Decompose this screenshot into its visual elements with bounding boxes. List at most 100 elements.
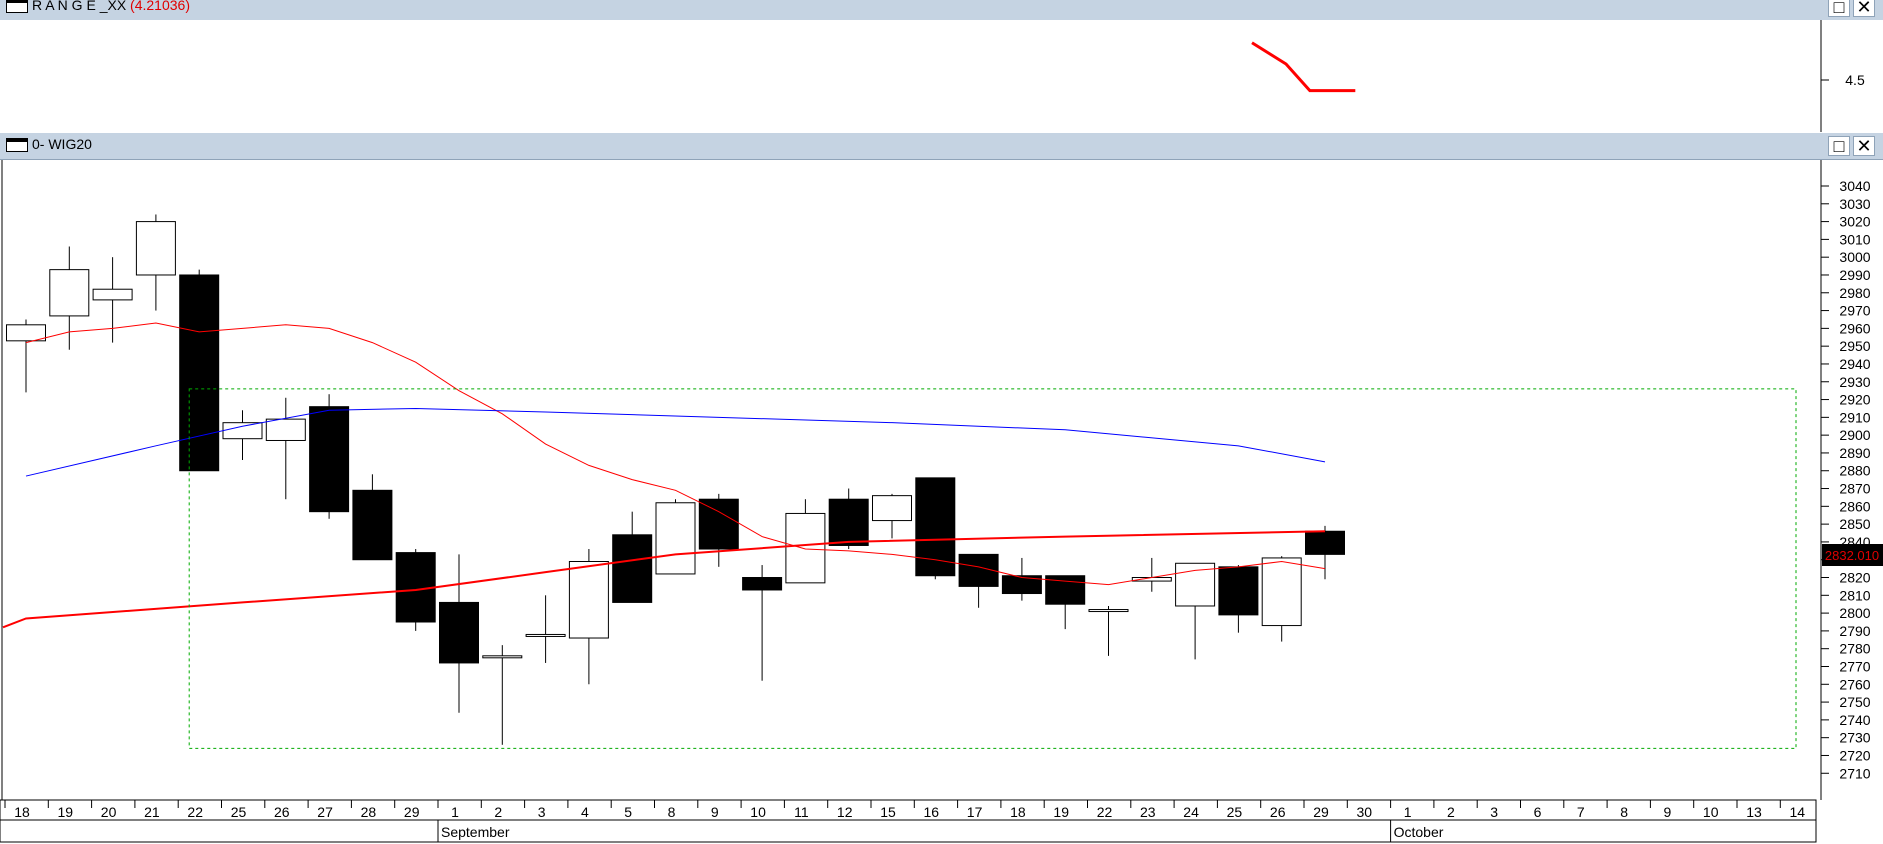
x-tick-label: 8 — [668, 804, 676, 820]
candle-body — [6, 324, 46, 342]
y-tick-label: 2790 — [1839, 623, 1870, 639]
x-tick-label: 6 — [1534, 804, 1542, 820]
x-tick-label: 18 — [1010, 804, 1026, 820]
x-tick-label: 2 — [1447, 804, 1455, 820]
y-tick-label: 2760 — [1839, 676, 1870, 692]
x-tick-label: 1 — [1404, 804, 1412, 820]
candle-body — [655, 502, 696, 575]
y-tick-label: 2860 — [1839, 498, 1870, 514]
y-tick-label: 2950 — [1839, 338, 1870, 354]
x-tick-label: 16 — [924, 804, 940, 820]
x-tick-label: 2 — [494, 804, 502, 820]
x-tick-label: 3 — [1490, 804, 1498, 820]
x-tick-label: 5 — [624, 804, 632, 820]
x-tick-label: 27 — [317, 804, 333, 820]
month-label: September — [441, 824, 510, 840]
range-pane: 4.5 — [0, 20, 1883, 132]
range-indicator-name: R A N G E _XX — [32, 0, 127, 13]
x-tick-label: 28 — [361, 804, 377, 820]
x-tick-label: 4 — [581, 804, 589, 820]
y-tick-label: 3020 — [1839, 214, 1870, 230]
candle-body — [1218, 566, 1259, 616]
y-tick-label: 2740 — [1839, 712, 1870, 728]
window-icon[interactable] — [6, 0, 28, 13]
candle-body — [1001, 575, 1042, 595]
main-pane-header: 0- WIG20 □ ✕ — [0, 133, 1883, 160]
x-tick-label: 3 — [538, 804, 546, 820]
y-tick-label: 2970 — [1839, 303, 1870, 319]
range-chart: 4.5 — [1251, 20, 1865, 132]
candle-body — [309, 406, 350, 513]
range-ytick: 4.5 — [1845, 72, 1865, 88]
candle-body — [482, 655, 523, 659]
candle-body — [872, 495, 912, 522]
maximize-button[interactable]: □ — [1828, 0, 1850, 17]
close-button[interactable]: ✕ — [1853, 0, 1875, 17]
range-indicator-line — [1251, 41, 1356, 93]
y-tick-label: 2820 — [1839, 570, 1870, 586]
y-tick-label: 2940 — [1839, 356, 1870, 372]
y-tick-label: 2880 — [1839, 463, 1870, 479]
candle-body — [698, 498, 739, 550]
x-tick-label: 29 — [404, 804, 420, 820]
month-label: October — [1394, 824, 1444, 840]
x-tick-label: 23 — [1140, 804, 1156, 820]
range-indicator-value: (4.21036) — [130, 0, 190, 13]
x-tick-label: 26 — [274, 804, 290, 820]
y-tick-label: 2780 — [1839, 641, 1870, 657]
x-tick-label: 9 — [711, 804, 719, 820]
candle-body — [612, 534, 653, 603]
range-pane-title: R A N G E _XX (4.21036) — [32, 0, 190, 13]
x-tick-label: 19 — [1053, 804, 1069, 820]
y-tick-label: 2890 — [1839, 445, 1870, 461]
x-tick-label: 22 — [1097, 804, 1113, 820]
x-tick-label: 1 — [451, 804, 459, 820]
y-tick-label: 2990 — [1839, 267, 1870, 283]
y-tick-label: 2870 — [1839, 481, 1870, 497]
candle-body — [525, 633, 566, 637]
candle-body — [92, 288, 133, 301]
x-tick-label: 24 — [1183, 804, 1199, 820]
x-tick-label: 17 — [967, 804, 983, 820]
y-tick-label: 2910 — [1839, 409, 1870, 425]
candle-body — [439, 601, 479, 664]
window-icon[interactable] — [6, 138, 28, 152]
last-price-marker — [1822, 544, 1883, 566]
y-tick-label: 3030 — [1839, 196, 1870, 212]
range-pane-header: R A N G E _XX (4.21036) □ ✕ — [0, 0, 1883, 21]
x-tick-label: 10 — [750, 804, 766, 820]
candle-body — [742, 577, 783, 591]
y-tick-label: 2710 — [1839, 765, 1870, 781]
x-tick-label: 25 — [231, 804, 247, 820]
x-tick-label: 10 — [1703, 804, 1719, 820]
y-tick-label: 2920 — [1839, 392, 1870, 408]
x-tick-label: 7 — [1577, 804, 1585, 820]
x-tick-label: 19 — [58, 804, 74, 820]
y-tick-label: 3010 — [1839, 231, 1870, 247]
y-tick-label: 2730 — [1839, 730, 1870, 746]
main-pane-title: 0- WIG20 — [32, 136, 92, 152]
ma-mid-line — [2, 530, 1326, 629]
ma-short-line — [25, 322, 1326, 586]
x-tick-label: 13 — [1746, 804, 1762, 820]
maximize-button[interactable]: □ — [1828, 136, 1850, 156]
y-tick-label: 2770 — [1839, 658, 1870, 674]
y-tick-label: 2900 — [1839, 427, 1870, 443]
x-tick-label: 15 — [880, 804, 896, 820]
x-tick-label: 26 — [1270, 804, 1286, 820]
close-button[interactable]: ✕ — [1853, 136, 1875, 156]
y-tick-label: 2930 — [1839, 374, 1870, 390]
candle-body — [828, 498, 869, 546]
candle-body — [915, 477, 956, 577]
y-tick-label: 2750 — [1839, 694, 1870, 710]
candle-body — [352, 489, 393, 561]
x-tick-label: 30 — [1357, 804, 1373, 820]
x-tick-label: 18 — [14, 804, 30, 820]
y-tick-label: 2720 — [1839, 747, 1870, 763]
x-tick-label: 8 — [1620, 804, 1628, 820]
x-tick-label: 25 — [1227, 804, 1243, 820]
x-tick-label: 11 — [794, 804, 809, 820]
candlestick-chart[interactable]: 3040303030203010300029902980297029602950… — [0, 160, 1883, 844]
x-tick-label: 29 — [1313, 804, 1329, 820]
candle-body — [265, 418, 306, 441]
